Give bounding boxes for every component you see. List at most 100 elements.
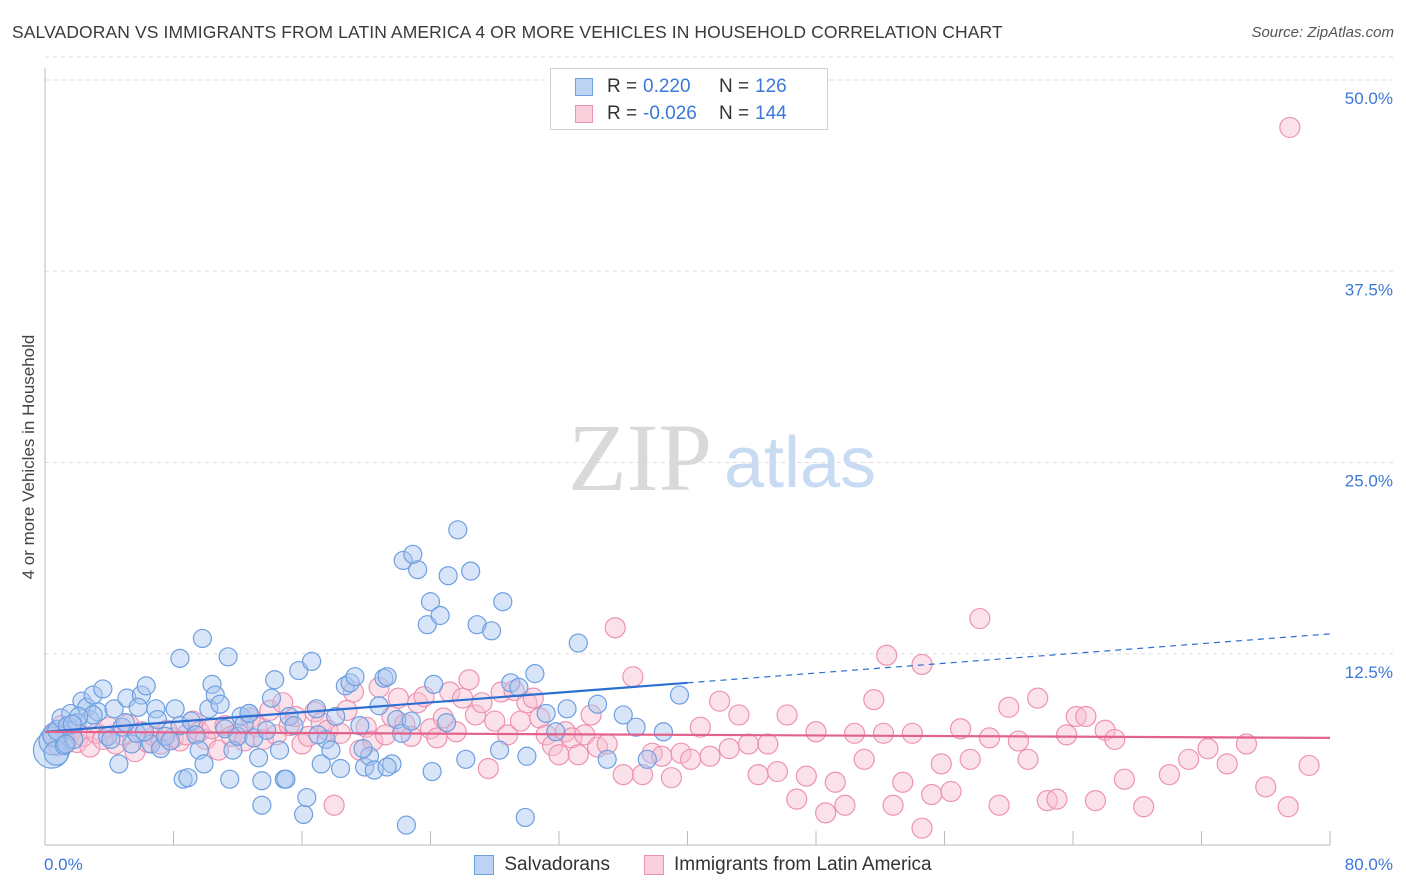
data-point	[311, 754, 331, 774]
data-point	[612, 764, 634, 786]
source-label: Source: ZipAtlas.com	[1251, 24, 1394, 41]
data-point	[613, 705, 633, 725]
data-point	[467, 615, 487, 635]
data-point	[1027, 687, 1049, 709]
legend-r-label: R =	[607, 103, 638, 124]
data-point	[1298, 754, 1320, 777]
data-point	[178, 768, 198, 788]
data-point	[1007, 730, 1029, 752]
data-point	[362, 730, 384, 752]
data-point	[548, 744, 570, 766]
data-point	[436, 712, 457, 733]
data-point	[660, 767, 683, 789]
data-point	[546, 722, 566, 742]
legend-n-label: N =	[719, 103, 750, 124]
data-point	[557, 699, 577, 719]
data-point	[843, 722, 866, 744]
chart-title: SALVADORAN VS IMMIGRANTS FROM LATIN AMER…	[12, 22, 1003, 42]
data-point	[998, 696, 1020, 718]
data-point	[350, 716, 370, 736]
legend-r-label: R =	[607, 76, 638, 97]
data-point	[872, 722, 895, 744]
legend-n-label: N =	[719, 76, 750, 97]
data-point	[1255, 776, 1277, 798]
data-point	[424, 674, 444, 694]
legend-swatch-pink	[575, 105, 593, 123]
data-point	[321, 740, 341, 760]
data-point	[330, 758, 351, 779]
data-point	[93, 679, 113, 699]
data-point	[239, 703, 259, 724]
legend-label-salvadorans: Salvadorans	[504, 854, 610, 875]
data-point	[509, 710, 532, 732]
data-point	[420, 592, 441, 612]
data-point	[834, 794, 856, 816]
data-point	[252, 795, 272, 815]
data-point	[824, 771, 846, 793]
data-point	[567, 744, 589, 766]
data-point	[580, 704, 602, 726]
axes	[44, 68, 1331, 846]
data-point	[438, 566, 458, 586]
data-point	[302, 651, 322, 672]
data-point	[257, 720, 277, 740]
data-point	[326, 706, 346, 727]
data-point	[448, 520, 468, 540]
data-point	[776, 704, 798, 726]
data-point	[194, 754, 214, 774]
data-point	[368, 676, 390, 699]
data-point	[728, 704, 750, 726]
data-point	[1055, 724, 1078, 746]
data-point	[269, 740, 290, 760]
data-point	[284, 716, 304, 736]
data-point	[988, 794, 1010, 816]
data-point	[737, 733, 760, 755]
trend-line-immigrants	[44, 730, 1331, 740]
y-tick-label: 25.0%	[1345, 472, 1393, 491]
data-point	[757, 733, 779, 755]
data-point	[345, 667, 365, 687]
x-tick-label-max: 80.0%	[1345, 855, 1393, 874]
data-point	[422, 761, 442, 782]
legend-swatch-blue	[575, 78, 593, 96]
series-legend: Salvadorans Immigrants from Latin Americ…	[0, 852, 1406, 878]
data-point	[921, 783, 943, 806]
data-point	[377, 757, 397, 777]
data-point	[186, 725, 206, 745]
trend-line-salvadorans	[44, 681, 688, 733]
data-point	[1046, 788, 1068, 810]
data-point	[1158, 764, 1180, 786]
data-point	[1235, 733, 1258, 755]
data-point	[401, 711, 421, 731]
data-point	[147, 709, 168, 730]
data-point	[587, 694, 608, 714]
y-tick-label: 50.0%	[1345, 89, 1393, 108]
data-point	[432, 707, 454, 729]
data-point	[353, 739, 373, 759]
data-point	[805, 721, 827, 743]
data-point	[252, 771, 272, 791]
data-point	[109, 754, 129, 774]
data-point	[901, 722, 923, 744]
data-point	[1113, 768, 1136, 790]
data-point	[430, 605, 450, 626]
data-point	[536, 703, 556, 724]
data-point	[131, 685, 151, 705]
watermark-zip: ZIP	[568, 404, 712, 511]
data-point	[699, 745, 721, 767]
data-point	[766, 760, 789, 783]
data-point	[525, 664, 545, 684]
data-point	[461, 561, 481, 581]
data-point	[1279, 116, 1301, 139]
data-point	[653, 722, 674, 742]
data-point	[969, 607, 991, 630]
data-point	[626, 717, 646, 737]
legend-item-salvadorans: Salvadorans	[474, 854, 610, 876]
tick-labels: 12.5% 25.0% 37.5% 50.0% 0.0% 80.0%	[44, 89, 1393, 874]
data-point	[689, 716, 711, 738]
watermark: ZIP atlas	[568, 404, 876, 511]
legend-n-value: 126	[755, 76, 787, 97]
legend-r-value: 0.220	[643, 76, 691, 97]
data-point	[408, 559, 428, 580]
data-point	[128, 697, 148, 717]
